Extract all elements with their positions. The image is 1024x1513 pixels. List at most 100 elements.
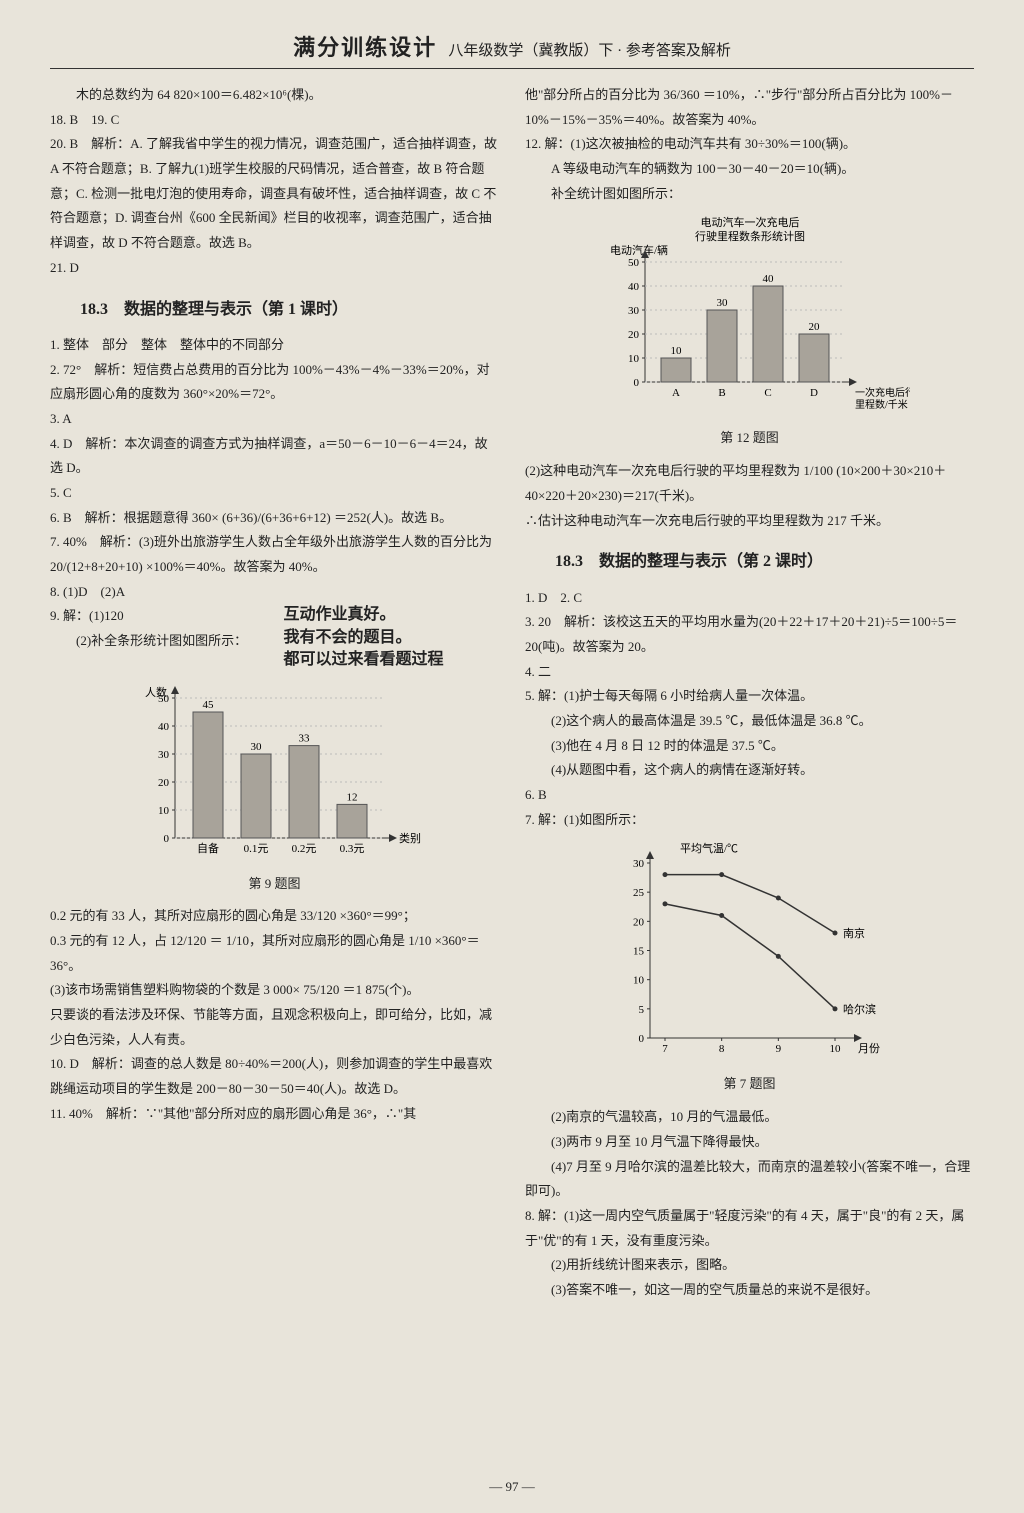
svg-text:7: 7 <box>662 1043 668 1055</box>
text-line: 木的总数约为 64 820×100＝6.482×10⁶(棵)。 <box>50 83 499 108</box>
svg-text:0: 0 <box>638 1033 644 1045</box>
answer-line: 1. D 2. C <box>525 586 974 611</box>
answer-line: 1. 整体 部分 整体 整体中的不同部分 <box>50 333 499 358</box>
columns: 木的总数约为 64 820×100＝6.482×10⁶(棵)。 18. B 19… <box>50 83 974 1303</box>
svg-text:45: 45 <box>202 699 214 711</box>
line-chart-q7: 平均气温/℃月份05101520253078910南京哈尔滨 <box>600 838 900 1068</box>
svg-text:0.3元: 0.3元 <box>339 843 364 855</box>
svg-text:40: 40 <box>762 273 774 285</box>
svg-text:里程数/千米: 里程数/千米 <box>855 398 908 411</box>
chart-caption: 第 9 题图 <box>50 872 499 897</box>
answer-line: 0.2 元的有 33 人，其所对应扇形的圆心角是 33/120 ×360°＝99… <box>50 904 499 929</box>
svg-text:行驶里程数条形统计图: 行驶里程数条形统计图 <box>695 229 805 243</box>
section-title: 18.3 数据的整理与表示（第 2 课时） <box>555 547 974 577</box>
svg-text:一次充电后行驶: 一次充电后行驶 <box>855 386 910 399</box>
svg-text:月份: 月份 <box>858 1042 880 1055</box>
svg-text:50: 50 <box>158 693 170 705</box>
svg-text:0: 0 <box>633 377 639 389</box>
handwriting-line: 互动作业真好。 <box>283 604 499 626</box>
answer-line: (2)用折线统计图来表示，图略。 <box>525 1253 974 1278</box>
page-footer: — 97 — <box>0 1479 1024 1495</box>
svg-text:电动汽车/辆: 电动汽车/辆 <box>610 243 668 257</box>
svg-text:8: 8 <box>718 1043 724 1055</box>
text-line: 他"部分所占的百分比为 36/360 ＝10%，∴"步行"部分所占百分比为 10… <box>525 83 974 132</box>
bar-chart-q12: 电动汽车一次充电后行驶里程数条形统计图电动汽车/辆 0 10 20 30 40 50 10 A 3… <box>590 212 910 422</box>
svg-text:30: 30 <box>628 305 640 317</box>
svg-text:D: D <box>810 387 818 399</box>
answer-line: 0.3 元的有 12 人，占 12/120 ＝ 1/10，其所对应扇形的圆心角是… <box>50 929 499 978</box>
svg-text:10: 10 <box>670 345 682 357</box>
svg-text:5: 5 <box>638 1004 644 1016</box>
svg-text:25: 25 <box>633 888 645 900</box>
answer-line: ∴估计这种电动汽车一次充电后行驶的平均里程数为 217 千米。 <box>525 509 974 534</box>
answer-line: (4)从题图中看，这个病人的病情在逐渐好转。 <box>525 758 974 783</box>
answer-line: (2)补全条形统计图如图所示： <box>50 629 283 654</box>
svg-text:平均气温/℃: 平均气温/℃ <box>680 841 738 855</box>
answer-line: 6. B <box>525 783 974 808</box>
text-line: 20. B 解析：A. 了解我省中学生的视力情况，调查范围广，适合抽样调查，故 … <box>50 132 499 255</box>
answer-line: 4. D 解析：本次调查的调查方式为抽样调查，a＝50－6－10－6－4＝24，… <box>50 432 499 481</box>
answer-line: 3. A <box>50 407 499 432</box>
text-line: A 等级电动汽车的辆数为 100－30－40－20＝10(辆)。 <box>525 157 974 182</box>
svg-text:南京: 南京 <box>843 926 865 940</box>
svg-text:30: 30 <box>716 297 728 309</box>
answer-line: 只要谈的看法涉及环保、节能等方面，且观念积极向上，即可给分，比如，减少白色污染，… <box>50 1003 499 1052</box>
answer-line: 4. 二 <box>525 660 974 685</box>
left-column: 木的总数约为 64 820×100＝6.482×10⁶(棵)。 18. B 19… <box>50 83 499 1303</box>
answer-line: 11. 40% 解析：∵"其他"部分所对应的扇形圆心角是 36°，∴"其 <box>50 1102 499 1127</box>
answer-line: (2)这种电动汽车一次充电后行驶的平均里程数为 1/100 (10×200＋30… <box>525 459 974 508</box>
svg-text:10: 10 <box>633 975 645 987</box>
svg-text:40: 40 <box>628 281 640 293</box>
handwriting-line: 都可以过来看看题过程 <box>283 649 499 671</box>
answer-line: 3. 20 解析：该校这五天的平均用水量为(20＋22＋17＋20＋21)÷5＝… <box>525 610 974 659</box>
page-header: 满分训练设计 八年级数学（冀教版）下 · 参考答案及解析 <box>50 30 974 69</box>
svg-text:C: C <box>764 387 771 399</box>
text-line: 21. D <box>50 256 499 281</box>
svg-text:电动汽车一次充电后: 电动汽车一次充电后 <box>700 215 799 229</box>
svg-text:30: 30 <box>250 741 262 753</box>
header-subtitle: 八年级数学（冀教版）下 · 参考答案及解析 <box>448 43 731 59</box>
page-number: — 97 — <box>489 1479 535 1494</box>
svg-text:A: A <box>672 387 680 399</box>
handwritten-note: 互动作业真好。 我有不会的题目。 都可以过来看看题过程 <box>283 604 499 671</box>
answer-line: 7. 40% 解析：(3)班外出旅游学生人数占全年级外出旅游学生人数的百分比为 … <box>50 530 499 579</box>
bar-chart-q9: 人数类别0102030405045自备300.1元330.2元120.3元 <box>125 678 425 868</box>
text-line: 18. B 19. C <box>50 108 499 133</box>
answer-line: 8. 解：(1)这一周内空气质量属于"轻度污染"的有 4 天，属于"良"的有 2… <box>525 1204 974 1253</box>
answer-line: (2)这个病人的最高体温是 39.5 ℃，最低体温是 36.8 ℃。 <box>525 709 974 734</box>
svg-text:9: 9 <box>775 1043 781 1055</box>
svg-text:30: 30 <box>158 749 170 761</box>
svg-text:12: 12 <box>346 791 357 803</box>
svg-text:类别: 类别 <box>399 831 421 845</box>
answer-line: 8. (1)D (2)A <box>50 580 499 605</box>
svg-text:10: 10 <box>628 353 640 365</box>
svg-text:自备: 自备 <box>197 841 219 855</box>
answer-line: (2)南京的气温较高，10 月的气温最低。 <box>525 1105 974 1130</box>
answer-line: 5. C <box>50 481 499 506</box>
right-column: 他"部分所占的百分比为 36/360 ＝10%，∴"步行"部分所占百分比为 10… <box>525 83 974 1303</box>
answer-line: 5. 解：(1)护士每天每隔 6 小时给病人量一次体温。 <box>525 684 974 709</box>
svg-text:20: 20 <box>158 777 170 789</box>
answer-line: (3)两市 9 月至 10 月气温下降得最快。 <box>525 1130 974 1155</box>
answer-line: 10. D 解析：调查的总人数是 80÷40%＝200(人)，则参加调查的学生中… <box>50 1052 499 1101</box>
svg-text:0: 0 <box>163 833 169 845</box>
svg-text:33: 33 <box>298 732 310 744</box>
svg-text:B: B <box>718 387 725 399</box>
answer-line: 9. 解：(1)120 <box>50 604 283 629</box>
answer-line: 2. 72° 解析：短信费占总费用的百分比为 100%－43%－4%－33%＝2… <box>50 358 499 407</box>
svg-text:10: 10 <box>829 1043 841 1055</box>
svg-text:20: 20 <box>628 329 640 341</box>
header-title: 满分训练设计 <box>293 35 437 60</box>
handwriting-line: 我有不会的题目。 <box>283 627 499 649</box>
svg-text:50: 50 <box>628 257 640 269</box>
answer-line: (4)7 月至 9 月哈尔滨的温差比较大，而南京的温差较小(答案不唯一，合理即可… <box>525 1155 974 1204</box>
answer-line: 6. B 解析：根据题意得 360× (6+36)/(6+36+6+12) ＝2… <box>50 506 499 531</box>
svg-text:15: 15 <box>633 946 645 958</box>
svg-text:10: 10 <box>158 805 170 817</box>
svg-text:0.1元: 0.1元 <box>243 843 268 855</box>
answer-line: (3)他在 4 月 8 日 12 时的体温是 37.5 ℃。 <box>525 734 974 759</box>
answer-line: 7. 解：(1)如图所示： <box>525 808 974 833</box>
svg-text:20: 20 <box>633 917 645 929</box>
svg-text:0.2元: 0.2元 <box>291 843 316 855</box>
answer-line: (3)该市场需销售塑料购物袋的个数是 3 000× 75/120 ＝1 875(… <box>50 978 499 1003</box>
